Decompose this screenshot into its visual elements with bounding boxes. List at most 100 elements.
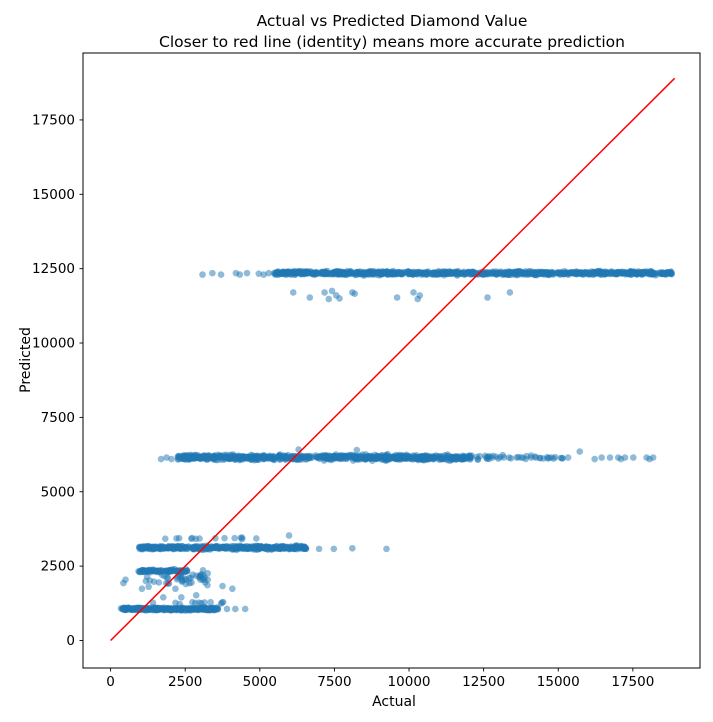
- scatter-point: [410, 270, 417, 278]
- scatter-point: [302, 545, 310, 553]
- scatter-point: [494, 455, 502, 462]
- scatter-point: [420, 453, 428, 461]
- scatter-point: [498, 269, 505, 276]
- scatter-point: [212, 543, 220, 551]
- scatter-point: [217, 271, 225, 278]
- scatter-point: [172, 585, 179, 593]
- scatter-point: [370, 270, 377, 278]
- y-axis-label: Predicted: [18, 327, 34, 393]
- scatter-point: [349, 544, 356, 552]
- scatter-point: [185, 543, 192, 550]
- scatter-point: [285, 532, 293, 539]
- scatter-point: [254, 454, 262, 461]
- scatter-point: [189, 454, 197, 462]
- scatter-point: [169, 544, 177, 551]
- scatter-point: [393, 294, 401, 301]
- scatter-point: [204, 570, 212, 577]
- scatter-point: [175, 534, 183, 542]
- scatter-point: [186, 579, 193, 587]
- scatter-point: [232, 605, 239, 613]
- y-axis-ticks: 0 2500 5000 7500 10000 12500 15000 17500: [32, 112, 83, 649]
- scatter-point: [241, 605, 249, 613]
- scatter-point: [150, 578, 158, 585]
- scatter-point: [268, 545, 275, 552]
- scatter-point: [519, 454, 527, 461]
- scatter-point: [442, 455, 450, 462]
- scatter-point: [223, 605, 231, 613]
- scatter-point: [165, 580, 173, 587]
- scatter-point: [600, 270, 608, 278]
- scatter-point: [374, 453, 382, 461]
- identity-line: [110, 77, 676, 642]
- scatter-point: [188, 534, 196, 542]
- scatter-point: [527, 452, 535, 459]
- scatter-point: [351, 453, 359, 461]
- scatter-point: [204, 581, 211, 589]
- scatter-point: [195, 453, 203, 461]
- scatter-point: [440, 268, 447, 275]
- scatter-point: [598, 454, 605, 461]
- y-tick-label: 12500: [32, 261, 75, 277]
- scatter-point: [313, 453, 321, 461]
- scatter-points-layer: [117, 267, 675, 614]
- scatter-point: [279, 270, 286, 278]
- scatter-point: [351, 290, 359, 297]
- x-axis-ticks: 0 2500 5000 7500 10000 12500 15000 17500: [106, 668, 654, 690]
- scatter-point: [180, 605, 188, 613]
- scatter-point: [218, 543, 225, 551]
- x-tick-label: 17500: [611, 674, 654, 690]
- scatter-point: [175, 452, 182, 460]
- scatter-point: [429, 271, 436, 278]
- scatter-point: [481, 452, 489, 460]
- scatter-point: [339, 453, 346, 461]
- scatter-point: [332, 268, 340, 275]
- scatter-point: [591, 270, 598, 277]
- scatter-point: [322, 270, 330, 277]
- scatter-point: [199, 576, 207, 583]
- scatter-point: [231, 534, 238, 542]
- scatter-point: [231, 456, 239, 463]
- scatter-point: [384, 453, 392, 461]
- scatter-point: [345, 270, 352, 277]
- scatter-point: [500, 454, 508, 461]
- axes-spines: [82, 52, 701, 669]
- scatter-point: [451, 455, 459, 462]
- x-tick-label: 7500: [317, 674, 351, 690]
- x-tick-label: 12500: [462, 674, 505, 690]
- scatter-point: [145, 583, 152, 591]
- scatter-point: [229, 585, 236, 593]
- scatter-point: [164, 605, 171, 612]
- scatter-point: [425, 452, 433, 460]
- scatter-point: [585, 269, 592, 277]
- x-axis-label: Actual: [372, 694, 416, 710]
- scatter-point: [506, 289, 514, 296]
- scatter-point: [205, 452, 212, 459]
- scatter-point: [125, 604, 132, 611]
- scatter-point: [203, 605, 211, 613]
- scatter-point: [591, 455, 598, 463]
- scatter-point: [420, 269, 428, 277]
- scatter-point: [651, 270, 658, 277]
- scatter-point: [353, 446, 361, 454]
- scatter-point: [618, 269, 626, 277]
- scatter-point: [190, 605, 197, 613]
- chart-subtitle: Closer to red line (identity) means more…: [159, 33, 625, 51]
- scatter-point: [145, 543, 152, 551]
- scatter-point: [412, 454, 419, 461]
- scatter-point: [610, 270, 617, 278]
- scatter-point: [328, 287, 336, 295]
- scatter-point: [138, 585, 146, 593]
- scatter-point: [161, 543, 168, 551]
- scatter-point: [256, 544, 263, 552]
- y-tick-label: 17500: [32, 112, 75, 128]
- scatter-point: [222, 454, 230, 462]
- scatter-point: [212, 534, 219, 542]
- scatter-point: [182, 456, 190, 463]
- scatter-point: [550, 455, 557, 462]
- scatter-point: [192, 591, 200, 599]
- scatter-point: [544, 271, 552, 278]
- scatter-point: [324, 455, 332, 463]
- scatter-point: [199, 271, 206, 278]
- scatter-point: [450, 269, 457, 277]
